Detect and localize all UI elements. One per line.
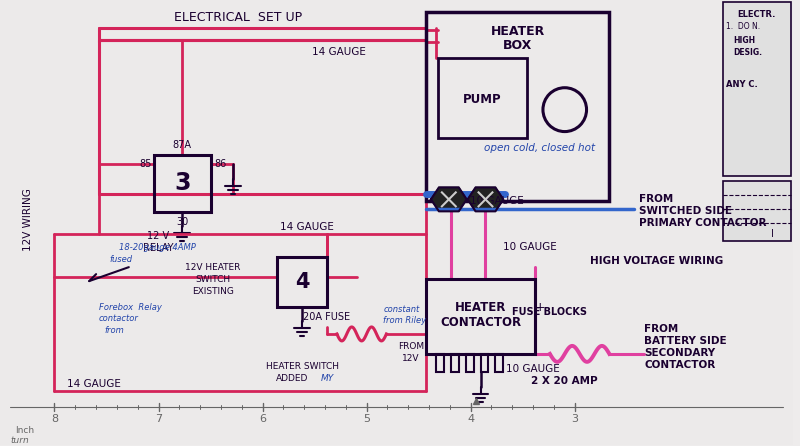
Bar — [481, 354, 489, 372]
Text: 4: 4 — [295, 272, 310, 292]
Text: 86: 86 — [215, 160, 227, 169]
Text: 87A: 87A — [173, 140, 192, 149]
Text: 14 GAUGE: 14 GAUGE — [67, 379, 121, 389]
Text: 7: 7 — [155, 413, 162, 424]
Text: 18-20gauge 4AMP: 18-20gauge 4AMP — [119, 243, 196, 252]
Bar — [438, 58, 527, 137]
Text: HEATER: HEATER — [490, 25, 545, 38]
Text: 6: 6 — [259, 413, 266, 424]
Text: from Riley: from Riley — [382, 317, 426, 326]
Text: RELAY: RELAY — [143, 243, 174, 253]
Text: constant: constant — [383, 305, 419, 314]
Text: MY: MY — [320, 374, 334, 383]
Text: PUMP: PUMP — [463, 93, 502, 106]
Text: 2 X 20 AMP: 2 X 20 AMP — [531, 376, 598, 386]
Text: Forebox  Relay: Forebox Relay — [99, 302, 162, 311]
Polygon shape — [431, 187, 466, 211]
Text: 10 GAUGE: 10 GAUGE — [470, 196, 524, 206]
Text: FROM: FROM — [644, 324, 678, 334]
Text: SWITCH: SWITCH — [195, 275, 230, 284]
Text: from: from — [104, 326, 124, 335]
Text: ADDED: ADDED — [276, 374, 309, 383]
Text: BOX: BOX — [503, 39, 532, 52]
Text: SWITCHED SIDE: SWITCHED SIDE — [639, 206, 732, 216]
Bar — [154, 154, 211, 212]
Text: Inch: Inch — [15, 426, 34, 435]
Bar — [466, 354, 474, 372]
Text: I: I — [771, 229, 774, 239]
Text: 8: 8 — [51, 413, 58, 424]
Text: 10 GAUGE: 10 GAUGE — [503, 242, 557, 252]
Text: 1.  DO N.: 1. DO N. — [726, 22, 760, 31]
Text: contactor: contactor — [99, 314, 139, 323]
Text: 12V HEATER: 12V HEATER — [186, 263, 241, 272]
Text: HIGH VOLTAGE WIRING: HIGH VOLTAGE WIRING — [590, 256, 722, 266]
Text: ELECTR.: ELECTR. — [737, 10, 775, 19]
Bar — [723, 2, 790, 177]
Text: FROM: FROM — [398, 343, 424, 351]
Text: PRIMARY CONTACTOR: PRIMARY CONTACTOR — [639, 218, 766, 228]
Text: 12 V: 12 V — [147, 231, 170, 241]
Polygon shape — [468, 187, 503, 211]
Text: fused: fused — [109, 255, 132, 264]
Text: 30: 30 — [176, 217, 189, 227]
Text: 10 GAUGE: 10 GAUGE — [506, 364, 560, 374]
Text: DESIG.: DESIG. — [733, 48, 762, 57]
Text: 3: 3 — [571, 413, 578, 424]
Text: CONTACTOR: CONTACTOR — [644, 360, 715, 370]
Text: FUSE BLOCKS: FUSE BLOCKS — [512, 307, 587, 317]
Text: 85: 85 — [139, 160, 152, 169]
Text: ELECTRICAL  SET UP: ELECTRICAL SET UP — [174, 12, 302, 25]
Text: 12V: 12V — [402, 355, 420, 363]
Bar — [278, 257, 327, 307]
Text: 3: 3 — [174, 171, 190, 195]
Text: SECONDARY: SECONDARY — [644, 348, 715, 358]
Text: 5: 5 — [363, 413, 370, 424]
Text: HEATER: HEATER — [455, 301, 506, 314]
Text: open cold, closed hot: open cold, closed hot — [483, 143, 594, 153]
Text: EXISTING: EXISTING — [192, 287, 234, 296]
Bar — [426, 279, 535, 354]
Text: 4: 4 — [467, 413, 474, 424]
Text: HIGH: HIGH — [733, 36, 755, 45]
Text: FROM: FROM — [639, 194, 674, 204]
Text: 12V WIRING: 12V WIRING — [22, 188, 33, 251]
Text: turn: turn — [10, 436, 29, 445]
Text: ANY C.: ANY C. — [726, 80, 758, 89]
Bar — [426, 12, 610, 201]
Text: CONTACTOR: CONTACTOR — [440, 317, 521, 330]
Text: BATTERY SIDE: BATTERY SIDE — [644, 336, 726, 346]
Bar — [495, 354, 503, 372]
Bar — [723, 182, 790, 241]
Bar — [436, 354, 444, 372]
Text: 20A FUSE: 20A FUSE — [303, 312, 350, 322]
Text: 14 GAUGE: 14 GAUGE — [312, 47, 366, 57]
Text: HEATER SWITCH: HEATER SWITCH — [266, 362, 338, 372]
Text: 14 GAUGE: 14 GAUGE — [280, 222, 334, 232]
Text: +: + — [534, 301, 546, 314]
Bar — [451, 354, 458, 372]
